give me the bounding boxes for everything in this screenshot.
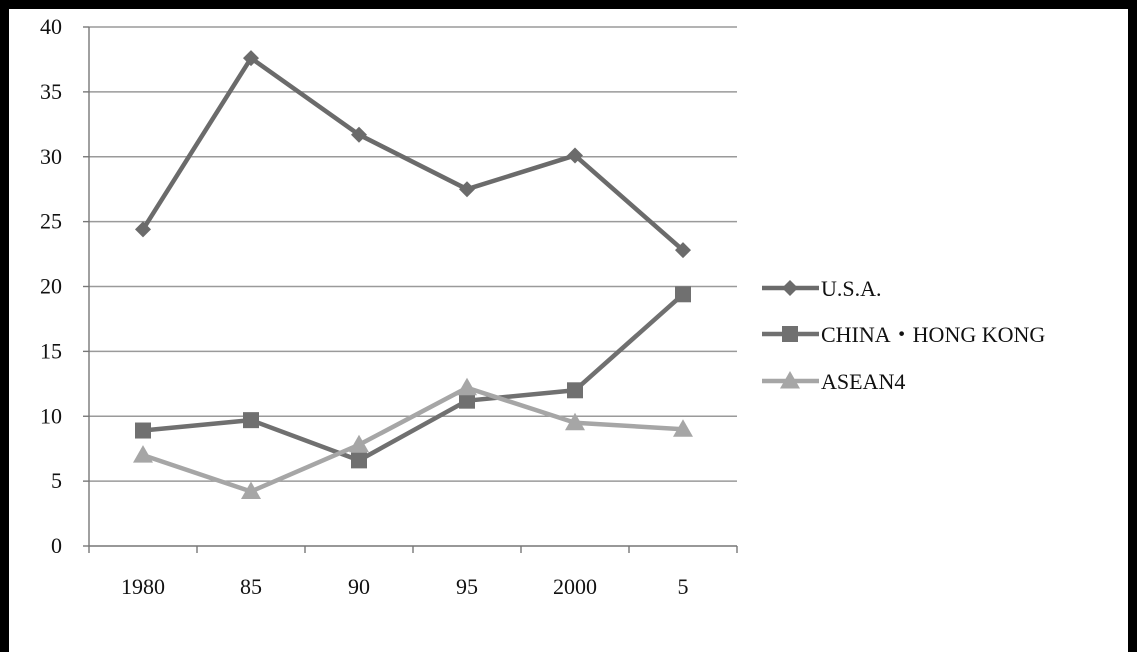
legend-entry: U.S.A. [762,276,882,301]
data-point [565,412,585,431]
y-tick-label: 25 [40,209,62,234]
series-square [135,286,691,469]
axes [83,26,738,553]
series-lines [133,50,693,500]
series-line [142,292,685,463]
data-point [675,242,691,259]
x-tick-label: 90 [348,574,370,599]
x-tick-label: 2000 [553,574,597,599]
data-point [459,181,475,198]
series-diamond [135,50,691,259]
x-tick-label: 85 [240,574,262,599]
legend-label: ASEAN4 [821,369,905,394]
data-point [675,286,691,303]
x-tick-label: 5 [678,574,689,599]
legend-marker [780,371,800,389]
y-tick-label: 15 [40,338,62,363]
y-tick-label: 5 [51,468,62,493]
gridlines [89,26,737,482]
data-point [135,221,151,238]
y-tick-labels: 0 5 10 15 20 25 30 35 40 [40,14,62,558]
x-tick-label: 1980 [121,574,165,599]
legend-label: U.S.A. [821,276,882,301]
y-tick-label: 30 [40,144,62,169]
data-point [673,419,693,437]
legend-entry: ASEAN4 [762,369,905,394]
x-tick-label: 95 [456,574,478,599]
data-point [135,422,151,439]
y-tick-label: 35 [40,79,62,104]
x-tick-labels: 1980 85 90 95 2000 5 [121,574,689,599]
legend-marker [782,326,798,342]
legend-label: CHINA・HONG KONG [821,322,1045,347]
legend-entry: CHINA・HONG KONG [762,322,1045,347]
series-triangle [133,377,693,500]
legend: U.S.A. CHINA・HONG KONG ASEAN4 [762,276,1045,394]
data-point [243,50,259,67]
data-point [567,147,583,164]
data-point [567,382,583,399]
y-tick-label: 0 [51,533,62,558]
y-tick-label: 40 [40,14,62,39]
y-tick-label: 20 [40,274,62,299]
series-line [142,385,684,494]
data-point [457,377,477,396]
series-line [141,55,685,252]
data-point [133,445,153,463]
data-point [459,392,475,409]
data-point [349,434,369,453]
data-point [243,412,259,429]
data-point [351,126,367,143]
data-point [351,452,367,469]
data-point [241,481,261,500]
legend-marker [782,280,798,296]
y-tick-label: 10 [40,403,62,428]
